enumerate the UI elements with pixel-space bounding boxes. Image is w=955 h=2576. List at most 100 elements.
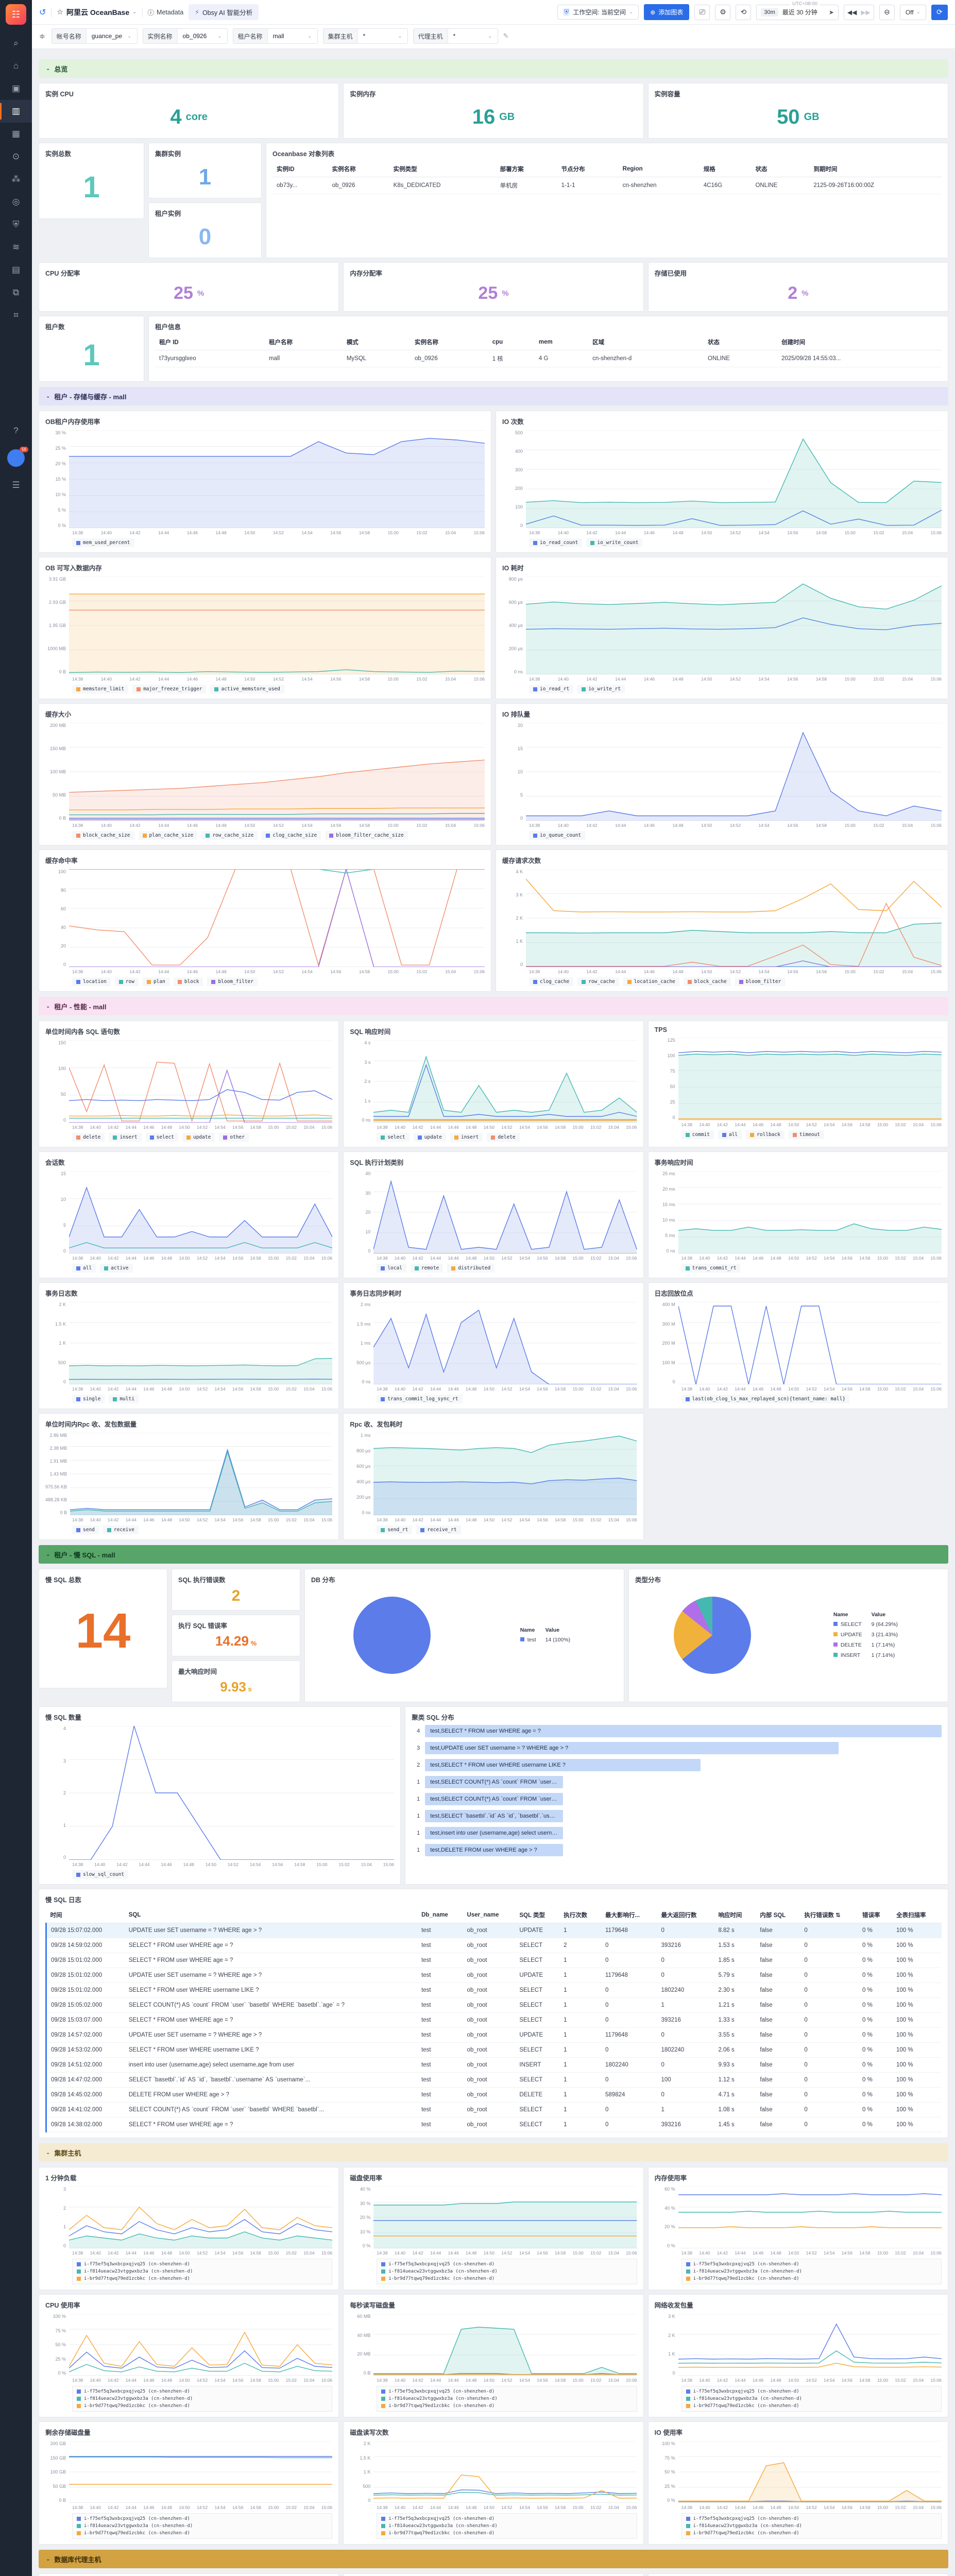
legend-item[interactable]: i-f814ueacw23vtggwxbz3a (cn-shenzhen-d): [682, 2268, 941, 2275]
legend-item[interactable]: io_write_rt: [577, 685, 625, 693]
table-column-header[interactable]: 执行次数: [559, 1907, 602, 1923]
shield-icon[interactable]: ⛨: [12, 219, 20, 229]
table-column-header[interactable]: 部署方案: [496, 161, 557, 177]
legend-item[interactable]: bloom_filter: [735, 977, 786, 986]
metadata-link[interactable]: ⓘ Metadata: [148, 7, 184, 17]
back-icon[interactable]: ↺: [39, 8, 46, 17]
table-column-header[interactable]: 全表扫描率: [892, 1907, 942, 1923]
table-column-header[interactable]: 实例类型: [389, 161, 496, 177]
legend-item[interactable]: delete: [72, 1133, 105, 1142]
legend-item[interactable]: i-br9d77tqwq79ed1zcbkc (cn-shenzhen-d): [377, 2275, 636, 2282]
sql-cluster-item[interactable]: 4 test,SELECT * FROM user WHERE age = ?: [412, 1725, 942, 1737]
pin-icon[interactable]: ➤: [828, 8, 834, 16]
table-row[interactable]: 09/28 15:01:02.000 SELECT * FROM user WHE…: [45, 1982, 942, 1998]
legend-item[interactable]: update: [182, 1133, 215, 1142]
link-icon[interactable]: ⌗: [13, 310, 19, 320]
table-column-header[interactable]: 实例名称: [328, 161, 389, 177]
legend-item[interactable]: i-f814ueacw23vtggwxbz3a (cn-shenzhen-d): [377, 2522, 636, 2530]
legend-item[interactable]: single: [72, 1395, 105, 1403]
section-header-2[interactable]: ⌄ 集群主机: [39, 2143, 948, 2162]
sql-cluster-item[interactable]: 1 test,DELETE FROM user WHERE age > ?: [412, 1844, 942, 1856]
legend-item[interactable]: i-f814ueacw23vtggwxbz3a (cn-shenzhen-d): [682, 2395, 941, 2402]
cube-icon[interactable]: ⧉: [12, 287, 20, 297]
table-column-header[interactable]: 执行错误数 ⇅: [800, 1907, 859, 1923]
tv-mode-icon[interactable]: ⎚: [694, 4, 710, 20]
add-chart-button[interactable]: ⊕ 添加图表: [644, 4, 690, 20]
table-row[interactable]: 09/28 14:57:02.000 UPDATE user SET userna…: [45, 2027, 942, 2043]
chart-plot[interactable]: [678, 1171, 942, 1253]
sql-cluster-item[interactable]: 1 test,SELECT COUNT(*) AS `count` FROM `u…: [412, 1793, 942, 1805]
star-icon[interactable]: ☆: [57, 8, 63, 16]
legend-item[interactable]: receive_rt: [416, 1526, 461, 1534]
chart-plot[interactable]: [526, 723, 942, 821]
legend-item[interactable]: multi: [109, 1395, 139, 1403]
legend-item[interactable]: i-f75ef5q3wxbcpxqjvq25 (cn-shenzhen-d): [377, 2388, 636, 2395]
legend-item[interactable]: insert: [450, 1133, 483, 1142]
table-column-header[interactable]: Db_name: [417, 1907, 463, 1923]
legend-item[interactable]: last(ob_clog_ls_max_replayed_scn){tenant…: [681, 1395, 850, 1403]
legend-item[interactable]: i-f75ef5q3wxbcpxqjvq25 (cn-shenzhen-d): [682, 2388, 941, 2395]
scan-icon[interactable]: ⊙: [12, 151, 20, 161]
auto-refresh-select[interactable]: Off ⌄: [899, 4, 926, 20]
table-row[interactable]: 09/28 15:01:02.000 SELECT * FROM user WHE…: [45, 1953, 942, 1968]
legend-item[interactable]: i-f814ueacw23vtggwxbz3a (cn-shenzhen-d): [73, 2395, 332, 2402]
app-logo-icon[interactable]: ☷: [6, 4, 26, 25]
section-header-0[interactable]: ⌄ 租户 - 存储与缓存 - mall: [39, 387, 948, 405]
table-row[interactable]: 09/28 14:45:02.000 DELETE FROM user WHERE…: [45, 2087, 942, 2103]
table-column-header[interactable]: 状态: [751, 161, 810, 177]
search-icon[interactable]: ⌕: [13, 38, 19, 48]
legend-item[interactable]: plan: [142, 977, 169, 986]
shift-forward-icon[interactable]: ▶▶: [861, 8, 871, 16]
pie-legend-row[interactable]: UPDATE 3 (21.43%): [829, 1630, 902, 1639]
legend-item[interactable]: rollback: [746, 1130, 785, 1139]
legend-item[interactable]: i-f75ef5q3wxbcpxqjvq25 (cn-shenzhen-d): [73, 2515, 332, 2522]
chart-plot[interactable]: [69, 1726, 394, 1860]
workspace-selector[interactable]: ⛨ 工作空间: 当前空间 ⌄: [557, 5, 639, 20]
table-row[interactable]: ob73y... ob_0926 K8s_DEDICATED 单机房 1-1-1 cn-s…: [272, 177, 942, 194]
table-row[interactable]: 09/28 14:51:02.000 insert into user (user…: [45, 2057, 942, 2073]
legend-item[interactable]: block_cache: [683, 977, 731, 986]
legend-item[interactable]: insert: [109, 1133, 142, 1142]
table-column-header[interactable]: Region: [618, 161, 700, 177]
legend-item[interactable]: i-br9d77tqwq79ed1zcbkc (cn-shenzhen-d): [682, 2275, 941, 2282]
table-column-header[interactable]: 模式: [342, 334, 411, 350]
legend-item[interactable]: timeout: [788, 1130, 824, 1139]
chart-plot[interactable]: [373, 2187, 637, 2248]
legend-item[interactable]: i-f814ueacw23vtggwxbz3a (cn-shenzhen-d): [73, 2522, 332, 2530]
legend-item[interactable]: i-f814ueacw23vtggwxbz3a (cn-shenzhen-d): [682, 2522, 941, 2530]
filter-3[interactable]: 集群主机 * ⌄: [322, 28, 408, 44]
legend-item[interactable]: receive: [103, 1526, 139, 1534]
save-icon[interactable]: ▣: [11, 83, 21, 93]
table-column-header[interactable]: 规格: [699, 161, 752, 177]
legend-item[interactable]: i-f75ef5q3wxbcpxqjvq25 (cn-shenzhen-d): [73, 2261, 332, 2268]
zoom-out-icon[interactable]: ⊖: [879, 4, 895, 20]
legend-item[interactable]: send_rt: [377, 1526, 413, 1534]
legend-item[interactable]: remote: [410, 1264, 444, 1273]
pie-legend-row[interactable]: test 14 (100%): [516, 1635, 574, 1645]
sql-cluster-item[interactable]: 2 test,SELECT * FROM user WHERE username …: [412, 1759, 942, 1771]
filter-icon[interactable]: ≑: [39, 31, 45, 40]
filter-value[interactable]: * ⌄: [448, 29, 498, 43]
chart-plot[interactable]: [69, 1040, 332, 1123]
sql-cluster-item[interactable]: 3 test,UPDATE user SET username = ? WHERE…: [412, 1742, 942, 1754]
table-row[interactable]: 09/28 14:38:02.000 SELECT * FROM user WHE…: [45, 2117, 942, 2132]
chart-plot[interactable]: [678, 2314, 942, 2376]
chart-plot[interactable]: [526, 869, 942, 967]
table-row[interactable]: 09/28 14:41:02.000 SELECT COUNT(*) AS `co…: [45, 2102, 942, 2117]
chart-plot[interactable]: [70, 1433, 333, 1515]
chart-plot[interactable]: [373, 1171, 637, 1253]
filter-value[interactable]: ob_0926 ⌄: [177, 29, 227, 43]
filter-value[interactable]: guance_pe ⌄: [86, 29, 137, 43]
legend-item[interactable]: i-br9d77tqwq79ed1zcbkc (cn-shenzhen-d): [377, 2530, 636, 2537]
legend-item[interactable]: delete: [487, 1133, 520, 1142]
refresh-button[interactable]: ⟳: [931, 4, 948, 20]
legend-item[interactable]: i-f75ef5q3wxbcpxqjvq25 (cn-shenzhen-d): [682, 2515, 941, 2522]
legend-item[interactable]: i-f75ef5q3wxbcpxqjvq25 (cn-shenzhen-d): [73, 2388, 332, 2395]
table-column-header[interactable]: 实例ID: [272, 161, 328, 177]
legend-item[interactable]: trans_commit_log_sync_rt: [377, 1395, 463, 1403]
legend-item[interactable]: major_freeze_trigger: [132, 685, 207, 693]
chart-plot[interactable]: [69, 2314, 332, 2376]
gear-icon[interactable]: ⚙: [715, 4, 731, 20]
legend-item[interactable]: io_queue_count: [529, 831, 586, 840]
